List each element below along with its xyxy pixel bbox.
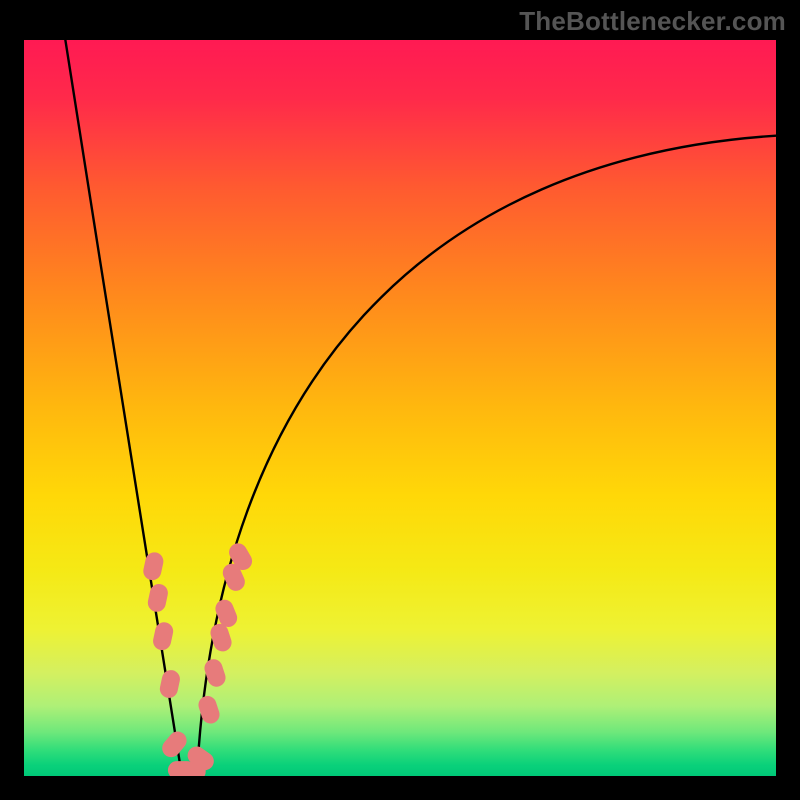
- plot-svg: [24, 40, 776, 776]
- plot-area: [24, 40, 776, 776]
- chart-root: TheBottlenecker.com: [0, 0, 800, 800]
- watermark-text: TheBottlenecker.com: [519, 6, 786, 37]
